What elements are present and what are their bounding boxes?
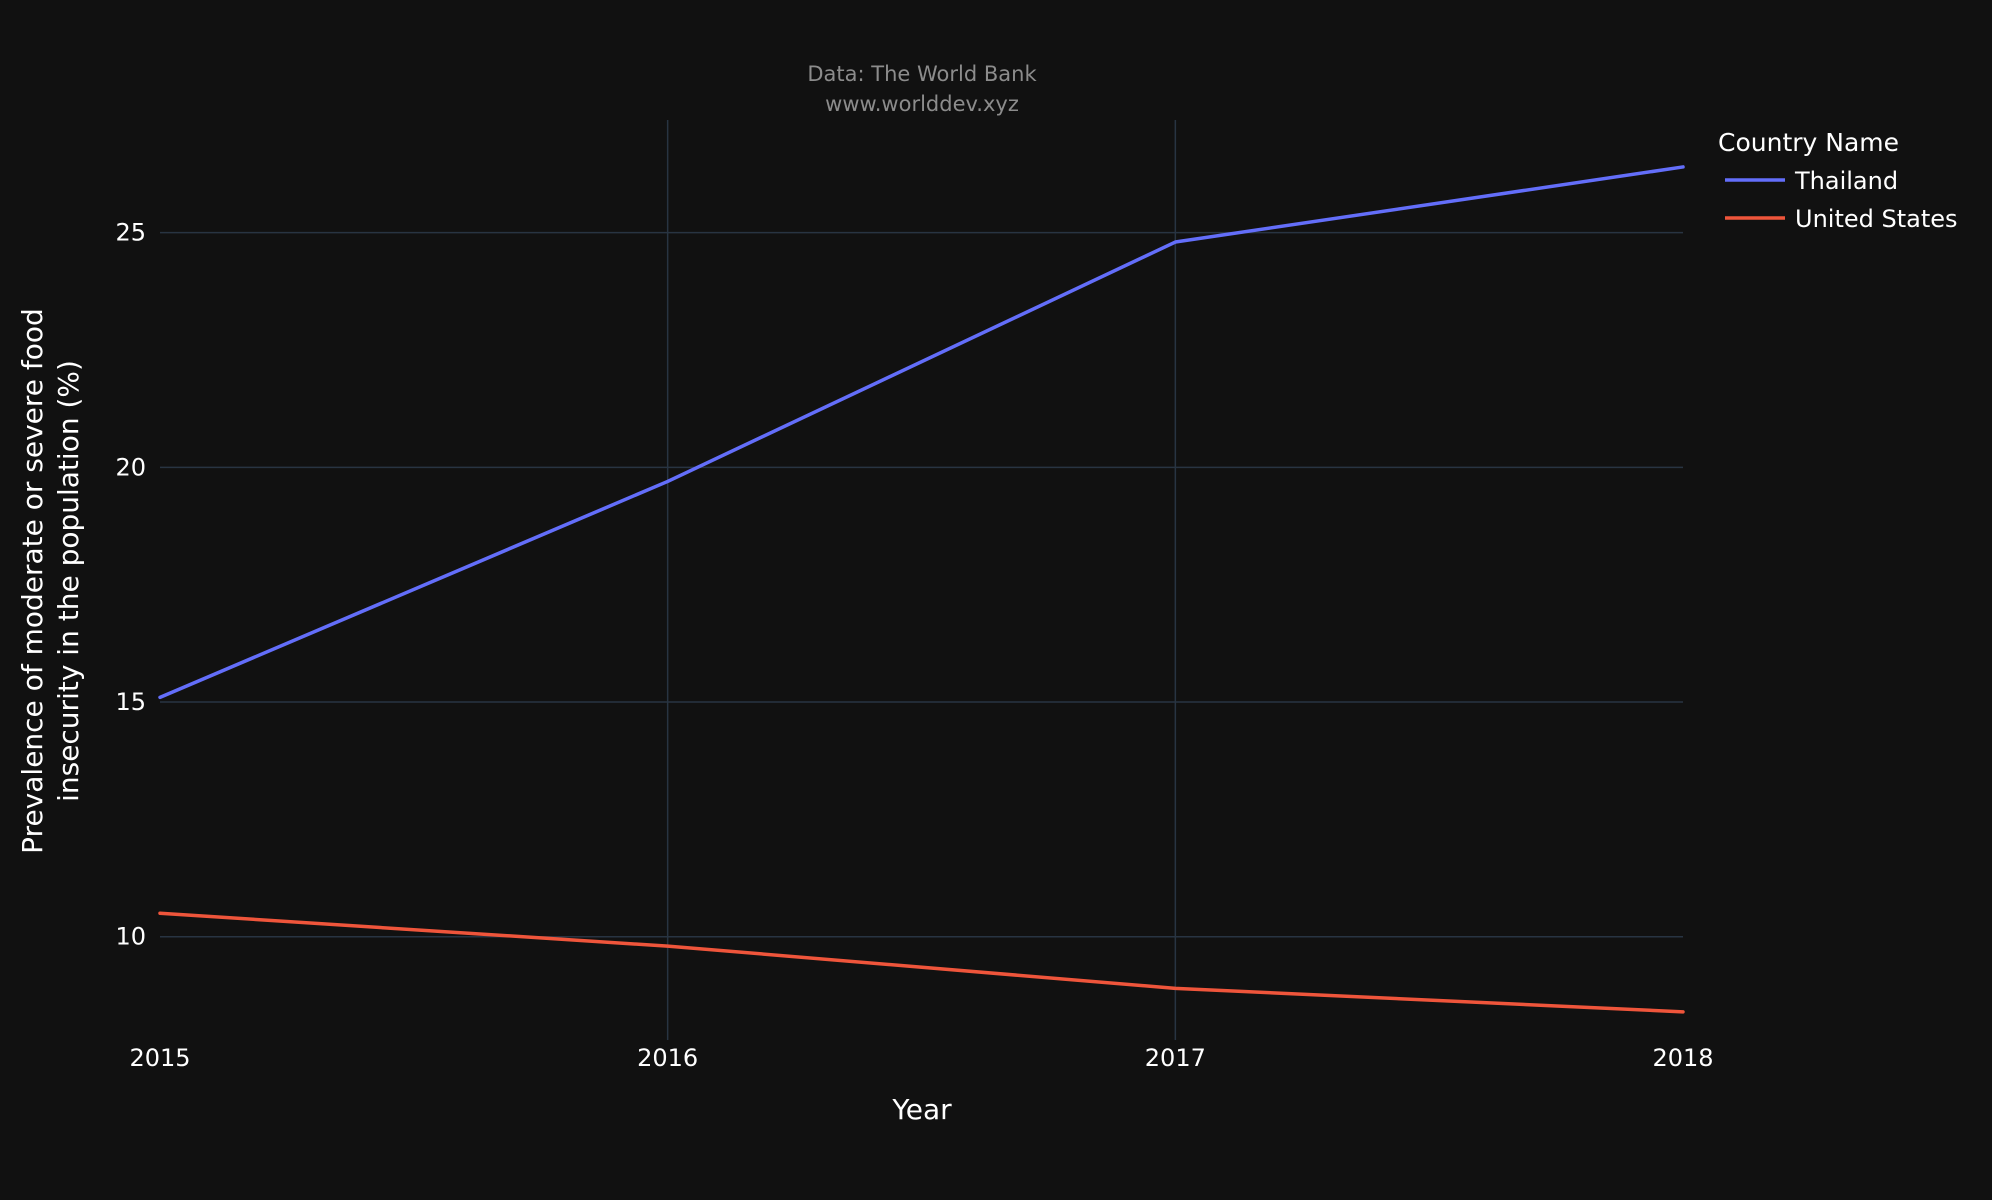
subtitle-line-1: Data: The World Bank xyxy=(807,62,1037,86)
grid xyxy=(160,120,1683,1040)
legend-title: Country Name xyxy=(1718,128,1899,157)
x-tick-label: 2018 xyxy=(1652,1044,1713,1072)
subtitle-line-2: www.worlddev.xyz xyxy=(825,92,1019,116)
series-lines xyxy=(158,165,1685,1014)
series-line-united-states xyxy=(158,911,1685,1014)
y-axis-title-line-2: insecurity in the population (%) xyxy=(52,360,85,802)
x-axis-ticks: 2015 2016 2017 2018 xyxy=(129,1044,1713,1072)
y-tick-label: 15 xyxy=(115,688,146,716)
y-axis-title-line-1: Prevalence of moderate or severe food xyxy=(16,308,49,854)
legend-label-thailand: Thailand xyxy=(1794,167,1898,195)
y-tick-label: 25 xyxy=(115,219,146,247)
y-axis-ticks: 10 15 20 25 xyxy=(115,219,146,951)
series-line-thailand xyxy=(158,165,1685,700)
legend-items: Thailand United States xyxy=(1725,167,1958,233)
x-tick-label: 2015 xyxy=(129,1044,190,1072)
y-tick-label: 20 xyxy=(115,453,146,481)
x-axis-title: Year xyxy=(891,1093,952,1126)
x-tick-label: 2017 xyxy=(1145,1044,1206,1072)
legend-label-united-states: United States xyxy=(1795,205,1958,233)
x-tick-label: 2016 xyxy=(637,1044,698,1072)
legend: Country Name Thailand United States xyxy=(1718,128,1958,233)
y-tick-label: 10 xyxy=(115,923,146,951)
